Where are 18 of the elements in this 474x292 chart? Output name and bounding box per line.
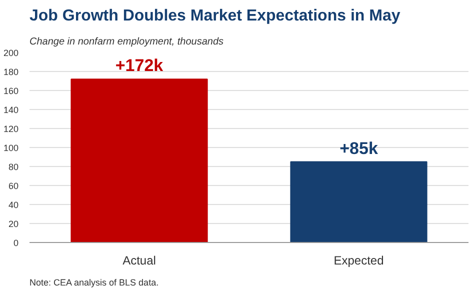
x-tick-label: Expected [334, 254, 384, 268]
y-tick-label: 100 [3, 143, 19, 153]
data-label: +172k [115, 56, 164, 76]
x-tick-label: Actual [122, 254, 156, 268]
y-tick-label: 40 [8, 200, 19, 210]
y-tick-label: 0 [13, 238, 19, 248]
y-tick-label: 200 [3, 48, 19, 58]
y-tick-label: 20 [8, 219, 19, 229]
text: Note: CEA analysis of BLS data. [30, 278, 159, 288]
chart-subtitle: Change in nonfarm employment, thousands [30, 36, 224, 48]
y-tick-label: 160 [3, 86, 19, 96]
y-tick-label: 80 [8, 162, 19, 172]
y-tick-label: 140 [3, 105, 19, 115]
chart-title: Job Growth Doubles Market Expectations in May [30, 8, 400, 24]
y-tick-label: 120 [3, 124, 19, 134]
y-tick-label: 60 [8, 181, 19, 191]
data-label: +85k [340, 138, 378, 158]
y-tick-label: 180 [3, 67, 19, 77]
